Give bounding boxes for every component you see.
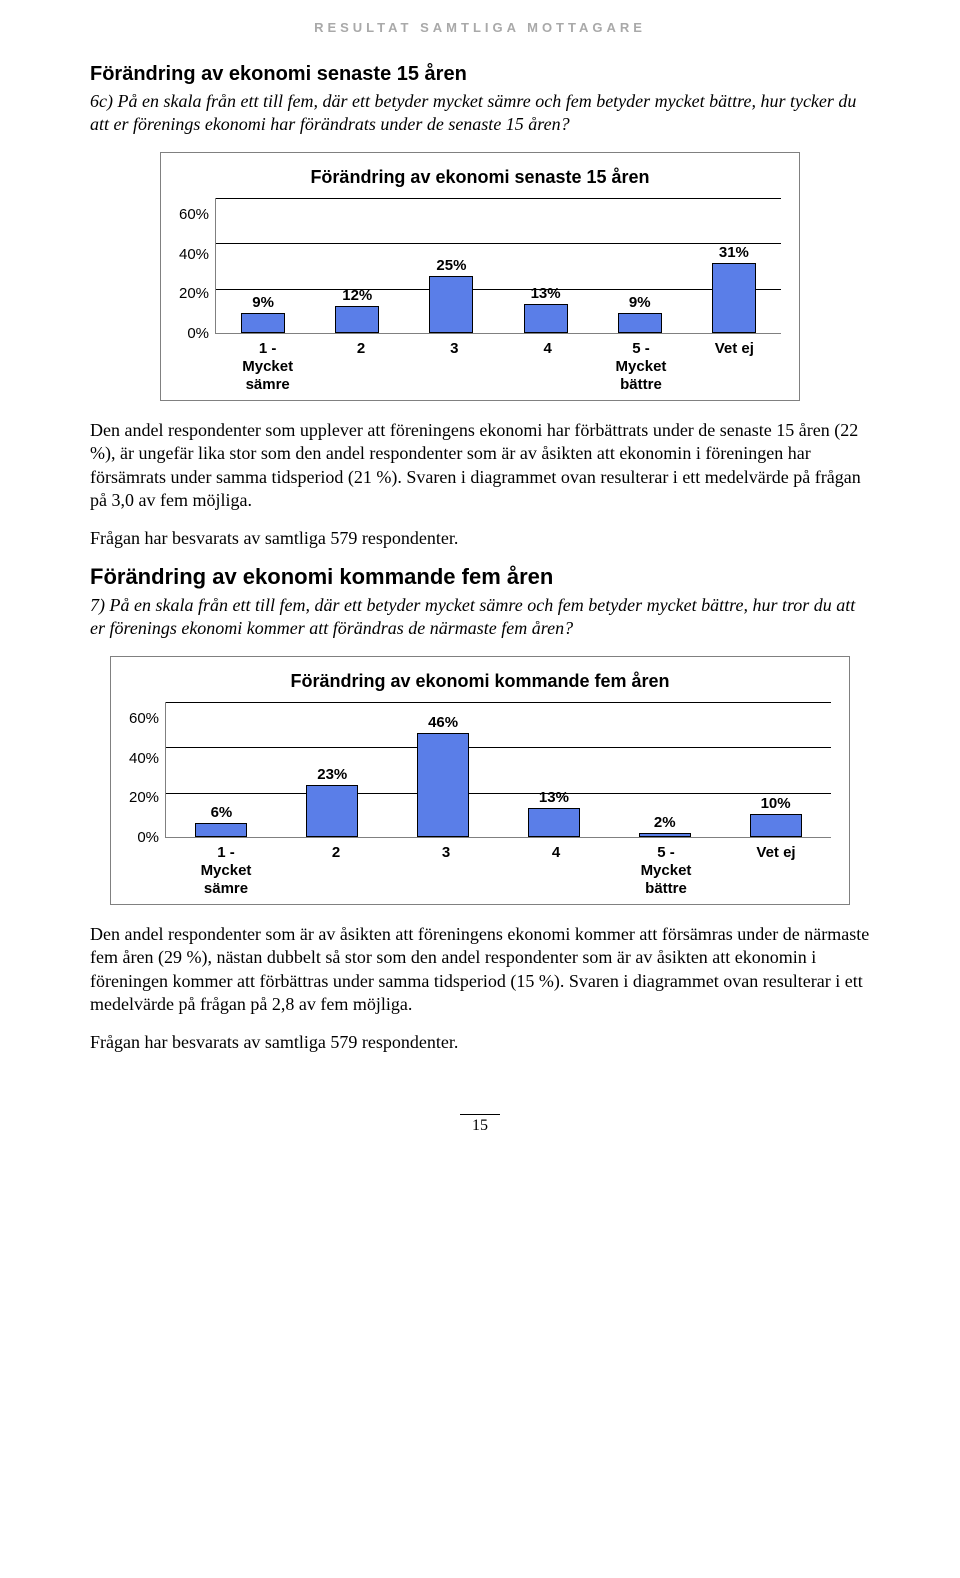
bar-value-label: 2% <box>654 814 676 831</box>
chart-1-bars: 9% 12% 25% 13% 9% 31% <box>215 198 781 334</box>
x-tick-label: Vet ej <box>721 844 831 898</box>
bar-value-label: 25% <box>436 257 466 274</box>
x-tick-label: 1 -Mycketsämre <box>171 844 281 898</box>
bar-slot: 23% <box>277 702 388 837</box>
x-tick-label: 5 -Mycketbättre <box>611 844 721 898</box>
y-tick-label: 20% <box>129 789 159 806</box>
bar-value-label: 23% <box>317 766 347 783</box>
bar-value-label: 31% <box>719 244 749 261</box>
bar-slot: 2% <box>609 702 720 837</box>
bar <box>524 304 568 333</box>
section-1-title: Förändring av ekonomi senaste 15 åren <box>90 63 870 86</box>
paragraph-4: Frågan har besvarats av samtliga 579 res… <box>90 1031 870 1054</box>
bar-value-label: 13% <box>531 285 561 302</box>
bar-slot: 25% <box>404 198 498 333</box>
bar-value-label: 46% <box>428 714 458 731</box>
y-tick-label: 40% <box>179 246 209 263</box>
y-tick-label: 0% <box>129 829 159 846</box>
x-tick-label: 5 -Mycketbättre <box>594 340 687 394</box>
bar <box>429 276 473 333</box>
bar-value-label: 6% <box>211 804 233 821</box>
chart-2-title: Förändring av ekonomi kommande fem åren <box>129 671 831 692</box>
chart-1-title: Förändring av ekonomi senaste 15 åren <box>179 167 781 188</box>
section-2-title: Förändring av ekonomi kommande fem åren <box>90 564 870 590</box>
bar <box>750 814 802 837</box>
chart-1-x-labels: 1 -Mycketsämre2345 -MycketbättreVet ej <box>221 340 781 394</box>
bar-slot: 9% <box>593 198 687 333</box>
y-tick-label: 20% <box>179 285 209 302</box>
page-number: 15 <box>460 1114 500 1135</box>
chart-2: Förändring av ekonomi kommande fem åren … <box>110 656 850 905</box>
chart-1: Förändring av ekonomi senaste 15 åren 60… <box>160 152 800 401</box>
bar-slot: 13% <box>499 198 593 333</box>
bar <box>306 785 358 837</box>
paragraph-2: Frågan har besvarats av samtliga 579 res… <box>90 527 870 550</box>
page-header: RESULTAT SAMTLIGA MOTTAGARE <box>90 20 870 35</box>
y-tick-label: 40% <box>129 750 159 767</box>
bar <box>639 833 691 838</box>
bar-value-label: 13% <box>539 789 569 806</box>
x-tick-label: 2 <box>314 340 407 394</box>
x-tick-label: 3 <box>391 844 501 898</box>
bar-slot: 13% <box>499 702 610 837</box>
x-tick-label: 1 -Mycketsämre <box>221 340 314 394</box>
bar-value-label: 9% <box>629 294 651 311</box>
bar <box>618 313 662 333</box>
bar-slot: 12% <box>310 198 404 333</box>
paragraph-3: Den andel respondenter som är av åsikten… <box>90 923 870 1017</box>
bar-value-label: 12% <box>342 287 372 304</box>
y-tick-label: 0% <box>179 325 209 342</box>
bar <box>241 313 285 333</box>
bar <box>712 263 756 333</box>
bar-slot: 6% <box>166 702 277 837</box>
y-tick-label: 60% <box>129 710 159 727</box>
bar-slot: 46% <box>388 702 499 837</box>
bar <box>528 808 580 837</box>
chart-2-bars: 6% 23% 46% 13% 2% 10% <box>165 702 831 838</box>
chart-1-y-axis: 60%40%20%0% <box>179 198 215 334</box>
question-6c: 6c) På en skala från ett till fem, där e… <box>90 90 870 136</box>
bar-slot: 31% <box>687 198 781 333</box>
bar <box>417 733 469 837</box>
question-7: 7) På en skala från ett till fem, där et… <box>90 594 870 640</box>
x-tick-label: 3 <box>408 340 501 394</box>
bar-value-label: 9% <box>252 294 274 311</box>
chart-2-x-labels: 1 -Mycketsämre2345 -MycketbättreVet ej <box>171 844 831 898</box>
x-tick-label: Vet ej <box>688 340 781 394</box>
y-tick-label: 60% <box>179 206 209 223</box>
bar-slot: 10% <box>720 702 831 837</box>
chart-2-y-axis: 60%40%20%0% <box>129 702 165 838</box>
x-tick-label: 4 <box>501 340 594 394</box>
x-tick-label: 4 <box>501 844 611 898</box>
paragraph-1: Den andel respondenter som upplever att … <box>90 419 870 513</box>
bar-value-label: 10% <box>761 795 791 812</box>
bar <box>335 306 379 333</box>
bar <box>195 823 247 837</box>
x-tick-label: 2 <box>281 844 391 898</box>
bar-slot: 9% <box>216 198 310 333</box>
